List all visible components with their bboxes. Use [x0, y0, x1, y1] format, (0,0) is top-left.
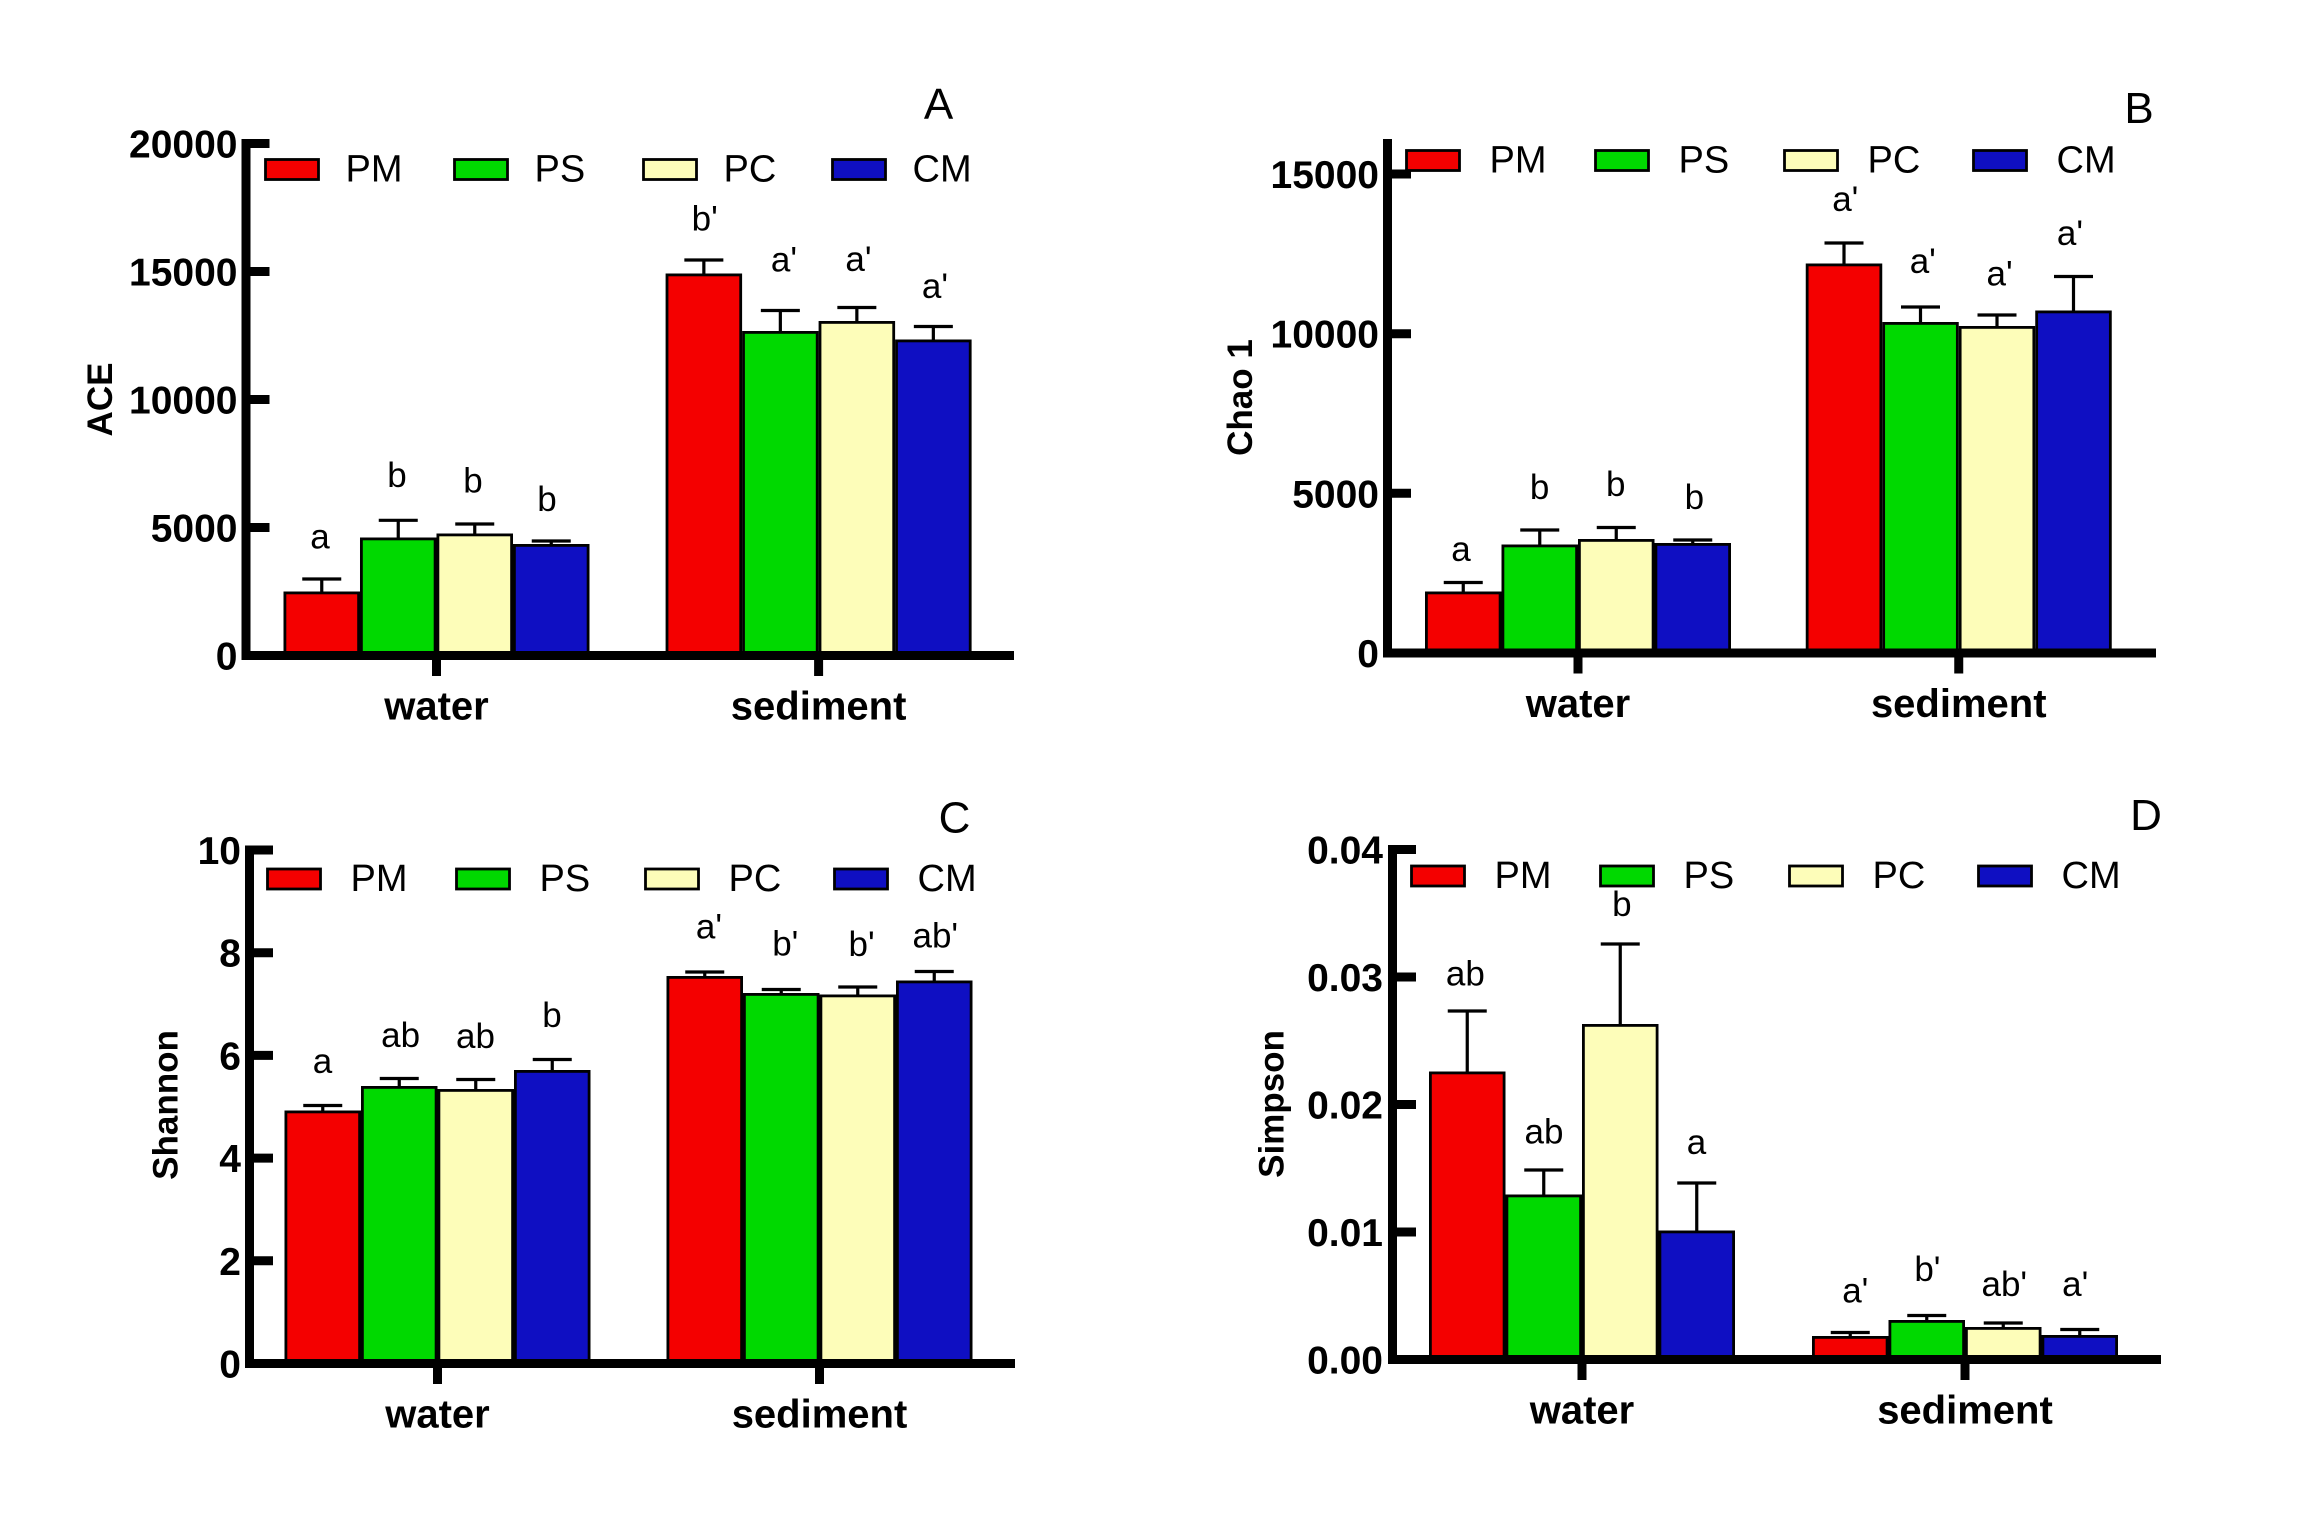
- svg-text:5000: 5000: [1292, 473, 1379, 516]
- svg-text:a': a': [2062, 1265, 2088, 1304]
- svg-text:a': a': [1832, 180, 1858, 219]
- svg-text:sediment: sediment: [732, 1393, 908, 1437]
- svg-text:CM: CM: [2057, 140, 2116, 182]
- svg-text:Shannon: Shannon: [147, 1030, 186, 1180]
- svg-text:a: a: [313, 1042, 333, 1081]
- svg-text:PC: PC: [724, 149, 777, 191]
- svg-text:b': b': [1914, 1250, 1940, 1289]
- svg-text:PC: PC: [1868, 140, 1921, 182]
- svg-text:PS: PS: [1684, 855, 1735, 897]
- svg-text:10000: 10000: [1271, 314, 1379, 357]
- svg-text:C: C: [939, 794, 971, 843]
- svg-text:b: b: [542, 996, 561, 1035]
- svg-text:PC: PC: [729, 858, 782, 900]
- svg-text:a': a': [771, 241, 797, 280]
- svg-text:ab: ab: [1525, 1113, 1564, 1152]
- svg-text:ACE: ACE: [81, 363, 120, 437]
- svg-text:sediment: sediment: [1871, 682, 2047, 726]
- svg-text:CM: CM: [913, 149, 972, 191]
- svg-text:ab': ab': [912, 917, 958, 956]
- svg-text:0: 0: [1357, 633, 1379, 676]
- svg-text:ab: ab: [456, 1017, 495, 1056]
- svg-text:water: water: [384, 1393, 490, 1437]
- svg-text:b: b: [463, 462, 482, 501]
- svg-text:a: a: [310, 518, 330, 557]
- svg-text:D: D: [2130, 791, 2162, 840]
- svg-text:b: b: [1606, 465, 1625, 504]
- svg-text:b: b: [1685, 478, 1704, 517]
- svg-text:PS: PS: [1679, 140, 1730, 182]
- svg-text:PC: PC: [1873, 855, 1926, 897]
- svg-text:PM: PM: [351, 858, 408, 900]
- svg-text:ab: ab: [1446, 955, 1485, 994]
- svg-text:a': a': [2057, 214, 2083, 253]
- svg-text:a': a': [696, 908, 722, 947]
- svg-text:CM: CM: [918, 858, 977, 900]
- svg-text:b': b': [849, 925, 875, 964]
- svg-text:0.03: 0.03: [1307, 957, 1383, 1000]
- svg-text:a: a: [1451, 530, 1471, 569]
- svg-text:10: 10: [198, 830, 241, 873]
- svg-text:sediment: sediment: [731, 685, 907, 729]
- svg-text:PS: PS: [540, 858, 591, 900]
- svg-text:a': a': [1910, 242, 1936, 281]
- svg-text:Simpson: Simpson: [1253, 1030, 1292, 1178]
- svg-text:10000: 10000: [129, 380, 237, 423]
- svg-text:a': a': [922, 267, 948, 306]
- svg-text:CM: CM: [2062, 855, 2121, 897]
- svg-text:6: 6: [219, 1035, 241, 1078]
- svg-text:water: water: [1529, 1389, 1635, 1433]
- svg-text:A: A: [924, 80, 954, 129]
- svg-text:a': a': [1987, 255, 2013, 294]
- svg-text:0: 0: [216, 636, 238, 679]
- svg-text:15000: 15000: [1271, 154, 1379, 197]
- svg-text:a': a': [845, 240, 871, 279]
- svg-text:Chao 1: Chao 1: [1221, 339, 1260, 456]
- svg-text:20000: 20000: [129, 124, 237, 167]
- svg-text:b': b': [772, 925, 798, 964]
- svg-text:0.01: 0.01: [1307, 1212, 1383, 1255]
- svg-text:b: b: [537, 480, 556, 519]
- svg-text:PM: PM: [1490, 140, 1547, 182]
- svg-text:0: 0: [219, 1344, 241, 1387]
- svg-text:5000: 5000: [151, 508, 238, 551]
- svg-text:b: b: [1612, 885, 1631, 924]
- svg-text:2: 2: [219, 1241, 241, 1284]
- svg-text:PM: PM: [346, 149, 403, 191]
- svg-text:8: 8: [219, 933, 241, 976]
- svg-text:B: B: [2124, 84, 2153, 133]
- svg-text:ab': ab': [1981, 1265, 2027, 1304]
- svg-text:0.02: 0.02: [1307, 1085, 1383, 1128]
- svg-text:water: water: [383, 685, 489, 729]
- svg-text:0.04: 0.04: [1307, 830, 1383, 873]
- svg-text:sediment: sediment: [1877, 1389, 2053, 1433]
- svg-text:a: a: [1687, 1123, 1707, 1162]
- svg-text:ab: ab: [381, 1016, 420, 1055]
- svg-text:a': a': [1842, 1272, 1868, 1311]
- svg-text:b': b': [692, 200, 718, 239]
- svg-text:b: b: [1530, 468, 1549, 507]
- svg-text:PM: PM: [1495, 855, 1552, 897]
- svg-text:water: water: [1525, 682, 1631, 726]
- svg-text:b: b: [387, 456, 406, 495]
- svg-text:0.00: 0.00: [1307, 1340, 1383, 1383]
- svg-text:15000: 15000: [129, 252, 237, 295]
- svg-text:4: 4: [219, 1138, 241, 1181]
- svg-text:PS: PS: [535, 149, 586, 191]
